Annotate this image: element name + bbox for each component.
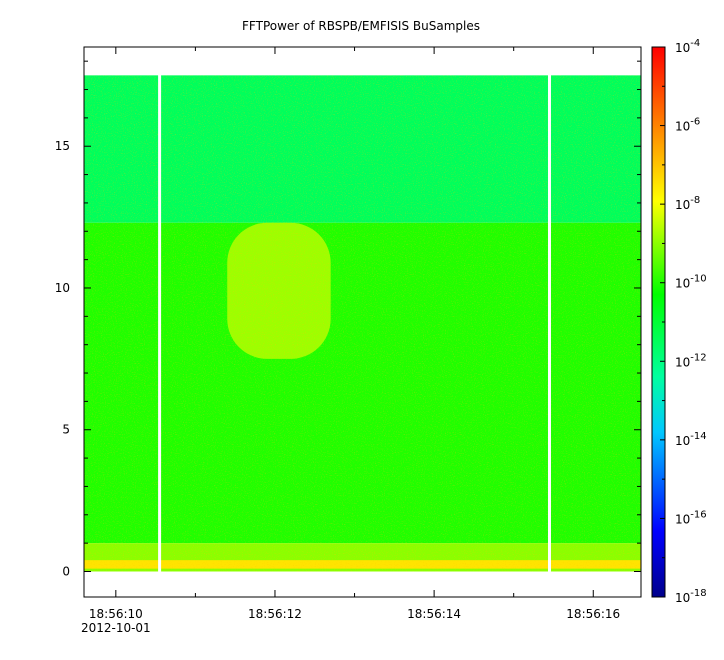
colorbar-tick-label: 10-10 [675,274,707,291]
y-tick-label: 5 [62,423,70,437]
colorbar: 10-4 10-6 10-8 10-10 10-12 10-14 10-16 10-18 [651,38,707,605]
x-tick-label: 18:56:14 [407,607,461,621]
x-tick-label: 18:56:10 [89,607,143,621]
noise-texture [84,75,641,572]
chart-title: FFTPower of RBSPB/EMFISIS BuSamples [242,19,480,33]
y-tick-label: 15 [55,139,70,153]
plot-frame [83,46,642,598]
x-tick-label: 18:56:12 [248,607,302,621]
plot-area [83,46,642,598]
y-tick-label: 0 [62,564,70,578]
colorbar-tick-label: 10-4 [675,38,700,55]
colorbar-tick-label: 10-8 [675,195,700,212]
y-tick-label: 10 [55,281,70,295]
colorbar-tick-label: 10-12 [675,352,707,369]
x-tick-label: 18:56:16 [566,607,620,621]
colorbar-tick-label: 10-6 [675,117,700,134]
data-gap-1 [158,74,162,572]
x-axis: 18:56:10 18:56:12 18:56:14 18:56:16 2012-10-… [81,47,620,635]
colorbar-tick-label: 10-14 [675,431,707,448]
colorbar-tick-label: 10-16 [675,509,707,526]
data-gap-2 [547,74,551,572]
colorbar-tick-label: 10-18 [675,588,707,605]
y-axis: 0 5 10 15 [55,60,641,578]
x-date-label: 2012-10-01 [81,621,151,635]
